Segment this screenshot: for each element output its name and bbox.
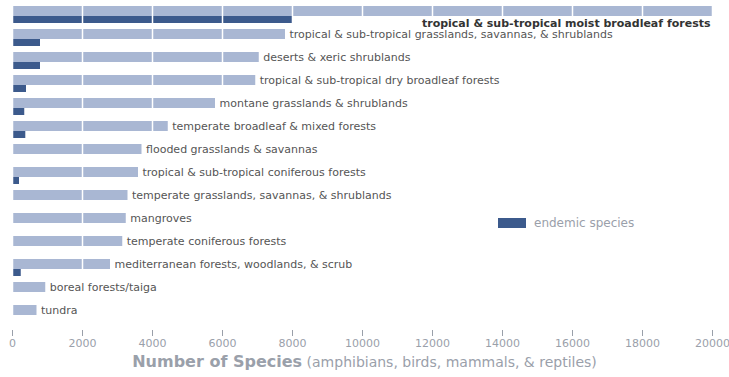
svg-text:tundra: tundra: [41, 304, 78, 317]
svg-text:20000: 20000: [695, 337, 729, 350]
svg-text:18000: 18000: [625, 337, 660, 350]
svg-text:temperate coniferous forests: temperate coniferous forests: [127, 235, 287, 248]
svg-text:12000: 12000: [415, 337, 450, 350]
svg-text:6000: 6000: [209, 337, 237, 350]
svg-text:14000: 14000: [485, 337, 520, 350]
svg-text:montane grasslands & shrubland: montane grasslands & shrublands: [220, 97, 408, 110]
svg-text:tropical & sub-tropical dry br: tropical & sub-tropical dry broadleaf fo…: [260, 74, 500, 87]
svg-text:flooded grasslands & savannas: flooded grasslands & savannas: [146, 143, 318, 156]
svg-text:tropical & sub-tropical moist: tropical & sub-tropical moist broadleaf …: [422, 17, 711, 30]
html-text:Number of Species(amphibians,: Number of Species(amphibians, birds, mam…: [132, 352, 597, 371]
svg-text:temperate grasslands, savannas: temperate grasslands, savannas, & shrubl…: [132, 189, 392, 202]
svg-text:tropical & sub-tropical conife: tropical & sub-tropical coniferous fores…: [143, 166, 366, 179]
svg-text:2000: 2000: [69, 337, 97, 350]
svg-text:10000: 10000: [345, 337, 380, 350]
svg-text:boreal forests/taiga: boreal forests/taiga: [50, 281, 157, 294]
svg-text:deserts & xeric shrublands: deserts & xeric shrublands: [263, 51, 410, 64]
svg-text:mangroves: mangroves: [130, 212, 192, 225]
html-text:endemic species: endemic species: [534, 216, 635, 230]
svg-text:tropical & sub-tropical grassl: tropical & sub-tropical grasslands, sava…: [289, 27, 613, 41]
svg-text:mediterranean forests, woodlan: mediterranean forests, woodlands, & scru…: [115, 258, 353, 271]
svg-text:temperate broadleaf & mixed fo: temperate broadleaf & mixed forests: [172, 120, 376, 133]
svg-text:0: 0: [9, 337, 16, 350]
svg-text:16000: 16000: [555, 337, 590, 350]
svg-text:4000: 4000: [139, 337, 167, 350]
svg-text:8000: 8000: [279, 337, 307, 350]
